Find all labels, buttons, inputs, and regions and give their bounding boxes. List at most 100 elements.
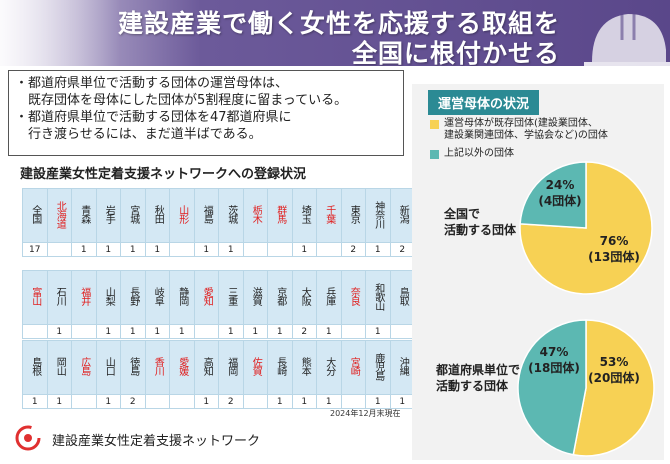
pie-slice — [517, 319, 587, 456]
prefecture-name: 青森 — [78, 205, 90, 223]
prefecture-count-cell — [340, 394, 366, 409]
prefecture-name: 島根 — [29, 357, 41, 375]
prefecture-name-cell: 富山 — [22, 270, 48, 325]
prefecture-count-cell: 1 — [144, 242, 170, 257]
chart-label-national: 全国で 活動する団体 — [444, 206, 516, 238]
panel-title: 運営母体の状況 — [428, 90, 540, 115]
prefecture-name: 沖縄 — [397, 357, 409, 375]
pie-chart-national — [519, 161, 653, 295]
prefecture-count-cell: 1 — [218, 242, 244, 257]
slice-percent: 76% — [599, 234, 629, 248]
prefecture-name: 東京 — [348, 205, 360, 223]
header-fade — [0, 0, 120, 66]
prefecture-table: 島根 岡山 広島 山口 徳島 香川 愛媛 高知 福岡 佐賀 長崎 熊本 大分 宮崎 鹿児島 沖縄 1 1 1 2 1 2 1… — [22, 340, 415, 409]
prefecture-name-cell: 島根 — [22, 340, 48, 395]
summary-line: ・都道府県単位で活動する団体の運営母体は、 — [15, 76, 289, 91]
prefecture-name: 山口 — [103, 357, 115, 375]
prefecture-name-cell: 和歌山 — [365, 270, 391, 325]
prefecture-count-cell — [169, 242, 195, 257]
prefecture-name: 大分 — [323, 357, 335, 375]
prefecture-name: 大阪 — [299, 287, 311, 305]
legend-swatch-yellow — [430, 120, 439, 129]
prefecture-count-cell: 2 — [389, 242, 415, 257]
prefecture-name-cell: 神奈川 — [365, 188, 391, 243]
prefecture-name: 滋賀 — [250, 287, 262, 305]
prefecture-name-cell: 山梨 — [95, 270, 121, 325]
prefecture-count-cell — [22, 324, 48, 339]
prefecture-name: 奈良 — [348, 287, 360, 305]
prefecture-count-cell — [242, 394, 268, 409]
page-title-line2: 全国に根付かせる — [351, 39, 560, 66]
legend-label-line: 運営母体が既存団体(建設業団体、 — [444, 118, 598, 129]
prefecture-name: 全国 — [29, 205, 41, 223]
prefecture-name: 岡山 — [54, 357, 66, 375]
prefecture-name-cell: 岡山 — [46, 340, 72, 395]
slice-percent: 47% — [539, 345, 569, 359]
prefecture-name: 山形 — [176, 205, 188, 223]
prefecture-name-cell: 北海道 — [46, 188, 72, 243]
prefecture-name-cell: 山口 — [95, 340, 121, 395]
legend-label-line: 建設業関連団体、学協会など)の団体 — [444, 130, 608, 141]
network-logo-icon — [15, 425, 41, 451]
prefecture-count-cell: 1 — [316, 394, 342, 409]
prefecture-name: 宮城 — [127, 205, 139, 223]
prefecture-name: 愛媛 — [176, 357, 188, 375]
slice-percent: 53% — [599, 355, 629, 369]
pie-slice-label: 24% (4団体) — [538, 177, 581, 209]
prefecture-name-cell: 兵庫 — [316, 270, 342, 325]
prefecture-name-cell: 静岡 — [169, 270, 195, 325]
prefecture-name: 山梨 — [103, 287, 115, 305]
prefecture-name: 京都 — [274, 287, 286, 305]
prefecture-name-cell: 滋賀 — [242, 270, 268, 325]
prefecture-name: 和歌山 — [372, 282, 384, 310]
prefecture-count-cell: 1 — [46, 324, 72, 339]
page-title-line1: 建設産業で働く女性を応援する取組を — [117, 9, 560, 38]
prefecture-count-cell: 1 — [316, 324, 342, 339]
prefecture-count-cell: 1 — [120, 242, 146, 257]
prefecture-name-cell: 福島 — [193, 188, 219, 243]
prefecture-count-cell — [71, 324, 97, 339]
prefecture-count-cell: 1 — [365, 242, 391, 257]
prefecture-name: 栃木 — [250, 205, 262, 223]
chart-label-line: 活動する団体 — [436, 379, 509, 393]
prefecture-name-cell: 福岡 — [218, 340, 244, 395]
prefecture-count-cell: 1 — [71, 242, 97, 257]
slice-count: (20団体) — [588, 371, 640, 385]
as-of-date: 2024年12月末現在 — [330, 409, 401, 418]
prefecture-name: 兵庫 — [323, 287, 335, 305]
prefecture-name: 鹿児島 — [372, 352, 384, 380]
prefecture-name-cell: 新潟 — [389, 188, 415, 243]
prefecture-count-cell — [389, 324, 415, 339]
prefecture-name-cell: 岩手 — [95, 188, 121, 243]
prefecture-name: 鳥取 — [397, 287, 409, 305]
prefecture-name: 長野 — [127, 287, 139, 305]
prefecture-table: 全国 北海道 青森 岩手 宮城 秋田 山形 福島 茨城 栃木 群馬 埼玉 千葉 東京 神奈川 新潟 17 1 1 1 1… — [22, 188, 415, 257]
prefecture-name-cell: 三重 — [218, 270, 244, 325]
network-registration-title: 建設産業女性定着支援ネットワークへの登録状況 — [20, 167, 307, 182]
prefecture-name: 秋田 — [152, 205, 164, 223]
prefecture-count-cell: 1 — [365, 324, 391, 339]
prefecture-count-cell: 1 — [95, 324, 121, 339]
prefecture-count-cell: 2 — [218, 394, 244, 409]
prefecture-name-cell: 宮城 — [120, 188, 146, 243]
legend-item-other: 上記以外の団体 — [430, 148, 660, 162]
prefecture-name: 愛知 — [201, 287, 213, 305]
prefecture-name-cell: 大阪 — [291, 270, 317, 325]
prefecture-count-cell: 1 — [365, 394, 391, 409]
summary-line: ・都道府県単位で活動する団体を47都道府県に — [15, 110, 292, 125]
prefecture-name-cell: 全国 — [22, 188, 48, 243]
prefecture-name: 石川 — [54, 287, 66, 305]
prefecture-name-cell: 徳島 — [120, 340, 146, 395]
prefecture-count-cell — [242, 242, 268, 257]
prefecture-name: 静岡 — [176, 287, 188, 305]
prefecture-name: 岩手 — [103, 205, 115, 223]
prefecture-count-cell: 1 — [22, 394, 48, 409]
prefecture-name: 高知 — [201, 357, 213, 375]
prefecture-count-cell: 2 — [120, 394, 146, 409]
prefecture-name-cell: 熊本 — [291, 340, 317, 395]
prefecture-name-cell: 福井 — [71, 270, 97, 325]
prefecture-count-cell: 2 — [340, 242, 366, 257]
prefecture-count-cell — [46, 242, 72, 257]
prefecture-name: 岐阜 — [152, 287, 164, 305]
pie-slice — [519, 161, 653, 295]
